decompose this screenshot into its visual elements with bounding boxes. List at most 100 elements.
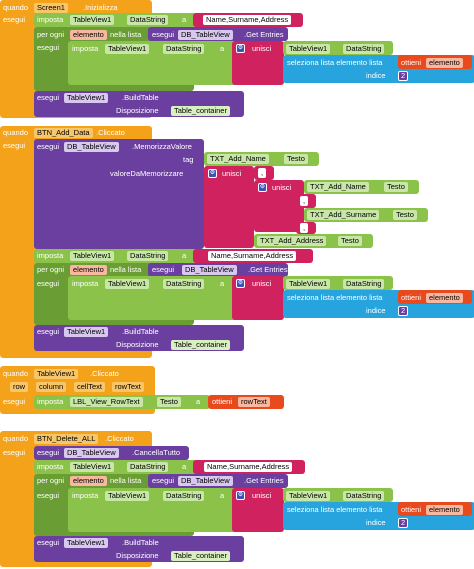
- event-component-dropdown[interactable]: BTN_Delete_ALL: [34, 434, 99, 444]
- set-label: imposta: [37, 462, 64, 471]
- text-property-dropdown[interactable]: Testo: [284, 154, 308, 164]
- text-property-dropdown[interactable]: Testo: [384, 182, 408, 192]
- param-column[interactable]: column: [36, 382, 67, 392]
- for-each-label: per ogni: [37, 30, 65, 39]
- txt-name-dropdown[interactable]: TXT_Add_Name: [207, 154, 269, 164]
- index-number[interactable]: 2: [398, 518, 409, 528]
- event-name-label: .Inizializza: [83, 3, 118, 12]
- property-dropdown[interactable]: DataString: [163, 44, 205, 54]
- set-datastring-inner-block[interactable]: [68, 276, 238, 320]
- build-label: .BuildTable: [122, 538, 159, 547]
- variable-dropdown[interactable]: elemento: [426, 58, 463, 68]
- mutator-gear-icon[interactable]: ⚙: [236, 491, 245, 500]
- set-datastring-inner-block[interactable]: [68, 488, 238, 532]
- txt-name-dropdown[interactable]: TXT_Add_Name: [307, 182, 369, 192]
- param-celltext[interactable]: cellText: [74, 382, 106, 392]
- component-dropdown[interactable]: TableView1: [286, 491, 331, 501]
- item-variable[interactable]: elemento: [70, 476, 107, 486]
- param-rowtext[interactable]: rowText: [112, 382, 144, 392]
- component-dropdown[interactable]: TableView1: [70, 462, 115, 472]
- get-entries-label: .Get Entries: [248, 265, 288, 274]
- db-dropdown[interactable]: DB_TableView: [182, 265, 237, 275]
- to-label: a: [182, 251, 187, 260]
- join-outer-block[interactable]: [204, 166, 254, 248]
- get-label: ottieni: [212, 397, 233, 406]
- call-label: esegui: [37, 538, 60, 547]
- event-component-dropdown[interactable]: Screen1: [34, 3, 68, 13]
- component-dropdown[interactable]: TableView1: [64, 327, 109, 337]
- call-label: esegui: [37, 142, 60, 151]
- do-label: esegui: [37, 43, 60, 52]
- property-dropdown[interactable]: DataString: [343, 279, 385, 289]
- component-dropdown[interactable]: TableView1: [64, 93, 109, 103]
- index-number[interactable]: 2: [398, 306, 409, 316]
- property-dropdown[interactable]: DataString: [127, 251, 169, 261]
- mutator-gear-icon[interactable]: ⚙: [208, 169, 217, 178]
- variable-dropdown[interactable]: rowText: [238, 397, 270, 407]
- param-row[interactable]: row: [10, 382, 29, 392]
- component-dropdown[interactable]: TableView1: [70, 15, 115, 25]
- event-name-label: .Cliccato: [90, 369, 119, 378]
- container-dropdown[interactable]: Table_container: [171, 551, 230, 561]
- comma-string[interactable]: ,: [258, 168, 267, 178]
- string-value[interactable]: Name,Surname,Address: [204, 462, 293, 472]
- value-to-store-label: valoreDaMemorizzare: [110, 169, 184, 178]
- join-label: unisci: [222, 169, 242, 178]
- select-item-label: seleziona lista elemento lista: [287, 505, 383, 514]
- db-dropdown[interactable]: DB_TableView: [178, 30, 233, 40]
- call-label: esegui: [152, 30, 175, 39]
- db-dropdown[interactable]: DB_TableView: [64, 142, 119, 152]
- text-property-dropdown[interactable]: Testo: [157, 397, 181, 407]
- set-datastring-inner-block[interactable]: [68, 41, 238, 85]
- txt-address-dropdown[interactable]: TXT_Add_Address: [257, 236, 327, 246]
- container-dropdown[interactable]: Table_container: [171, 106, 230, 116]
- item-variable[interactable]: elemento: [70, 265, 107, 275]
- do-label: esegui: [37, 279, 60, 288]
- disposition-label: Disposizione: [116, 106, 159, 115]
- db-dropdown[interactable]: DB_TableView: [64, 448, 119, 458]
- to-label: a: [220, 491, 225, 500]
- label-dropdown[interactable]: LBL_View_RowText: [70, 397, 143, 407]
- do-label: esegui: [37, 491, 60, 500]
- select-item-label: seleziona lista elemento lista: [287, 58, 383, 67]
- set-label: imposta: [72, 491, 99, 500]
- component-dropdown[interactable]: TableView1: [286, 279, 331, 289]
- to-label: a: [220, 279, 225, 288]
- mutator-gear-icon[interactable]: ⚙: [236, 279, 245, 288]
- call-label: esegui: [37, 327, 60, 336]
- text-property-dropdown[interactable]: Testo: [338, 236, 362, 246]
- variable-dropdown[interactable]: elemento: [426, 293, 463, 303]
- index-number[interactable]: 2: [398, 71, 409, 81]
- mutator-gear-icon[interactable]: ⚙: [258, 183, 267, 192]
- mutator-gear-icon[interactable]: ⚙: [236, 44, 245, 53]
- event-component-dropdown[interactable]: BTN_Add_Data: [34, 128, 93, 138]
- get-label: ottieni: [401, 505, 422, 514]
- db-dropdown[interactable]: DB_TableView: [178, 476, 233, 486]
- variable-dropdown[interactable]: elemento: [426, 505, 463, 515]
- event-component-dropdown[interactable]: TableView1: [34, 369, 79, 379]
- set-label: imposta: [72, 279, 99, 288]
- comma-string[interactable]: ,: [300, 196, 309, 206]
- component-dropdown[interactable]: TableView1: [286, 44, 331, 54]
- txt-surname-dropdown[interactable]: TXT_Add_Surname: [307, 210, 380, 220]
- property-dropdown[interactable]: DataString: [163, 491, 205, 501]
- component-dropdown[interactable]: TableView1: [105, 279, 150, 289]
- property-dropdown[interactable]: DataString: [127, 462, 169, 472]
- string-value[interactable]: Name,Surname,Address: [208, 251, 297, 261]
- property-dropdown[interactable]: DataString: [343, 44, 385, 54]
- store-value-block[interactable]: [34, 139, 204, 249]
- component-dropdown[interactable]: TableView1: [105, 491, 150, 501]
- property-dropdown[interactable]: DataString: [127, 15, 169, 25]
- component-dropdown[interactable]: TableView1: [64, 538, 109, 548]
- container-dropdown[interactable]: Table_container: [171, 340, 230, 350]
- event-when-label: quando: [3, 3, 29, 12]
- comma-string[interactable]: ,: [300, 223, 309, 233]
- text-property-dropdown[interactable]: Testo: [393, 210, 417, 220]
- to-label: a: [182, 15, 187, 24]
- property-dropdown[interactable]: DataString: [163, 279, 205, 289]
- string-value[interactable]: Name,Surname,Address: [203, 15, 292, 25]
- component-dropdown[interactable]: TableView1: [105, 44, 150, 54]
- item-variable[interactable]: elemento: [70, 30, 107, 40]
- component-dropdown[interactable]: TableView1: [70, 251, 115, 261]
- property-dropdown[interactable]: DataString: [343, 491, 385, 501]
